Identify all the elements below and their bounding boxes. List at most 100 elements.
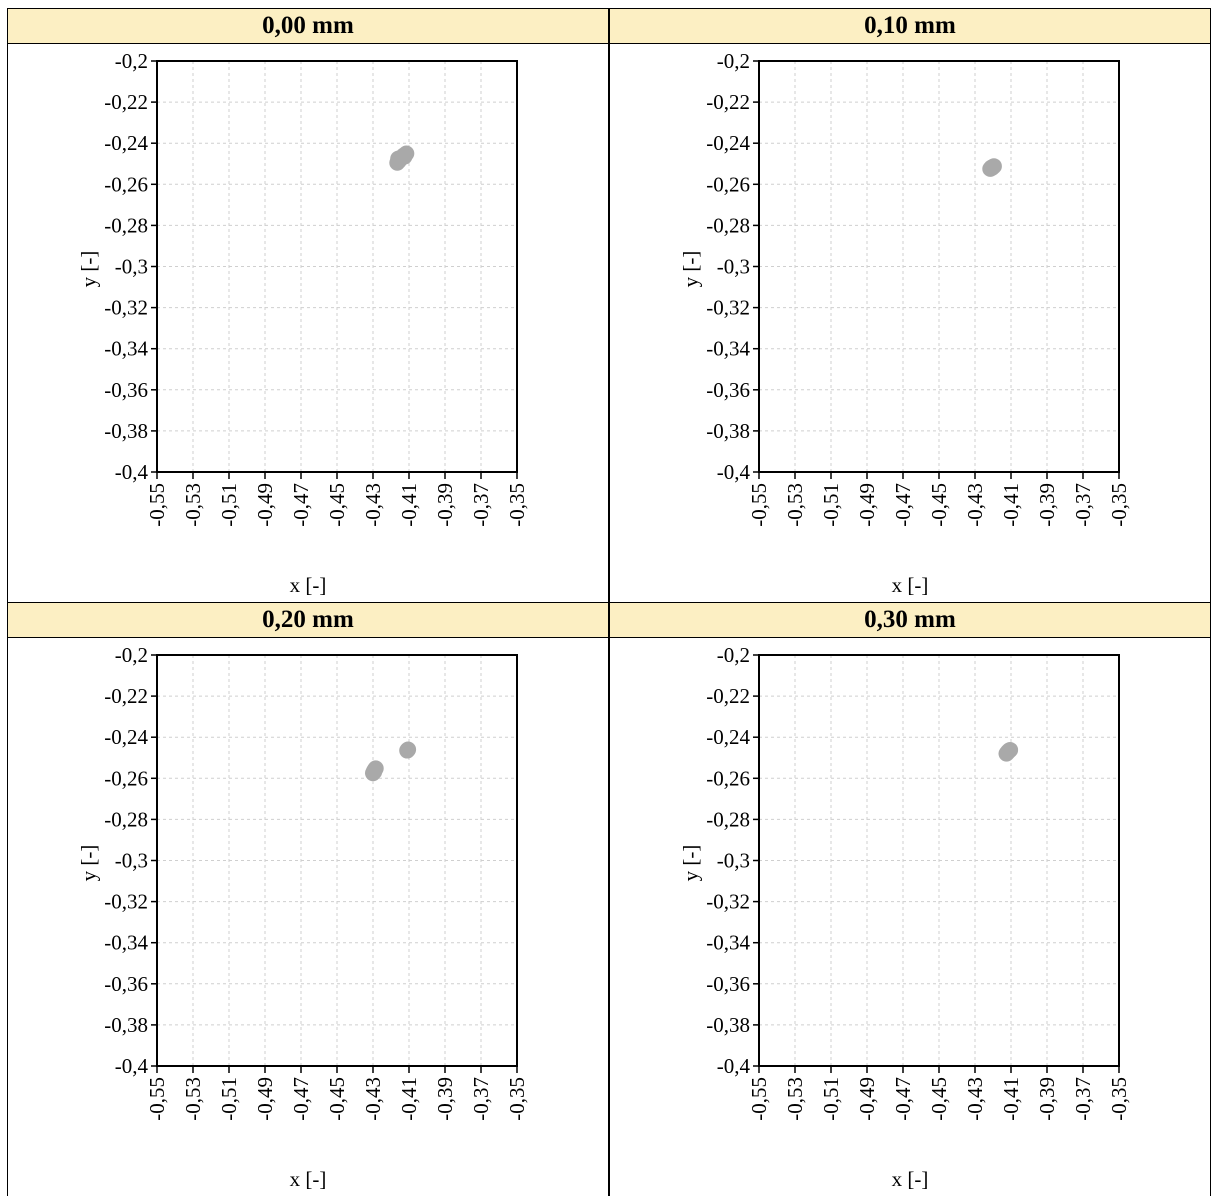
panel-body	[7, 44, 609, 602]
x-tick-label: -0,37	[1071, 483, 1095, 527]
y-tick-label: -0,24	[104, 725, 148, 749]
x-tick-label: -0,53	[181, 483, 205, 527]
x-tick-label: -0,55	[747, 483, 771, 527]
y-tick-label: -0,34	[706, 337, 750, 361]
x-tick-label: -0,41	[999, 1077, 1023, 1121]
y-axis-label: y [-]	[76, 250, 101, 288]
scatter-plot: -0,2 -0,22 -0,24 -0,26 -0,28 -0,3 -0,32 -0,34 -0…	[104, 49, 529, 527]
y-tick-label: -0,4	[115, 460, 149, 484]
y-tick-label: -0,2	[717, 643, 750, 667]
y-tick-label: -0,2	[115, 643, 148, 667]
y-tick-label: -0,36	[104, 972, 148, 996]
x-tick-label: -0,37	[469, 1077, 493, 1121]
x-tick-label: -0,53	[181, 1077, 205, 1121]
x-tick-label: -0,43	[361, 1077, 385, 1121]
y-tick-label: -0,24	[104, 131, 148, 155]
y-tick-label: -0,26	[706, 172, 750, 196]
y-tick-label: -0,22	[706, 684, 750, 708]
scatter-plot: -0,2 -0,22 -0,24 -0,26 -0,28 -0,3 -0,32 -0,34 -0…	[706, 49, 1131, 527]
x-tick-label: -0,47	[891, 1077, 915, 1121]
panel-body	[609, 638, 1211, 1196]
y-tick-label: -0,26	[104, 172, 148, 196]
y-tick-label: -0,36	[706, 378, 750, 402]
y-tick-label: -0,3	[717, 849, 750, 873]
x-tick-label: -0,41	[397, 483, 421, 527]
y-tick-label: -0,26	[706, 766, 750, 790]
x-tick-label: -0,51	[217, 1077, 241, 1121]
y-tick-label: -0,38	[104, 1013, 148, 1037]
y-tick-label: -0,34	[104, 337, 148, 361]
panel-1: 0,10 mm -0,2 -0,22 -0,24 -0,26 -0,28 -0,3 -0,3…	[609, 8, 1211, 602]
panel-title: 0,30 mm	[609, 602, 1211, 638]
y-tick-label: -0,28	[104, 807, 148, 831]
x-tick-label: -0,51	[819, 1077, 843, 1121]
x-axis-label: x [-]	[891, 1167, 929, 1191]
x-tick-label: -0,43	[361, 483, 385, 527]
panel-title: 0,20 mm	[7, 602, 609, 638]
y-tick-label: -0,22	[706, 90, 750, 114]
y-tick-label: -0,32	[104, 890, 148, 914]
x-tick-label: -0,51	[217, 483, 241, 527]
y-tick-label: -0,32	[104, 296, 148, 320]
x-tick-label: -0,49	[253, 1077, 277, 1121]
x-tick-label: -0,47	[289, 1077, 313, 1121]
y-tick-label: -0,34	[706, 931, 750, 955]
y-tick-label: -0,34	[104, 931, 148, 955]
x-tick-label: -0,51	[819, 483, 843, 527]
y-tick-label: -0,24	[706, 725, 750, 749]
panel-body	[609, 44, 1211, 602]
data-point	[999, 743, 1016, 760]
x-tick-label: -0,39	[1035, 1077, 1059, 1121]
y-tick-label: -0,28	[706, 807, 750, 831]
x-tick-label: -0,49	[253, 483, 277, 527]
x-axis-label: x [-]	[289, 573, 327, 597]
x-tick-label: -0,45	[927, 483, 951, 527]
x-tick-label: -0,53	[783, 483, 807, 527]
x-tick-label: -0,37	[1071, 1077, 1095, 1121]
y-axis-label: y [-]	[678, 250, 703, 288]
y-tick-label: -0,32	[706, 890, 750, 914]
data-point	[366, 763, 383, 780]
scatter-plot: -0,2 -0,22 -0,24 -0,26 -0,28 -0,3 -0,32 -0,34 -0…	[706, 643, 1131, 1121]
data-point	[983, 159, 1000, 176]
x-tick-label: -0,41	[397, 1077, 421, 1121]
panel-body	[7, 638, 609, 1196]
y-tick-label: -0,36	[706, 972, 750, 996]
x-tick-label: -0,37	[469, 483, 493, 527]
x-axis-label: x [-]	[891, 573, 929, 597]
x-tick-label: -0,47	[289, 483, 313, 527]
y-tick-label: -0,3	[717, 255, 750, 279]
x-tick-label: -0,49	[855, 483, 879, 527]
x-tick-label: -0,39	[433, 1077, 457, 1121]
y-tick-label: -0,4	[717, 460, 751, 484]
x-axis-label: x [-]	[289, 1167, 327, 1191]
x-tick-label: -0,35	[1107, 1077, 1131, 1121]
y-tick-label: -0,38	[104, 419, 148, 443]
panel-title: 0,10 mm	[609, 8, 1211, 44]
x-tick-label: -0,55	[145, 483, 169, 527]
panel-0: 0,00 mm -0,2 -0,22 -0,24 -0,26 -0,28 -0,3 -0,3…	[7, 8, 609, 602]
y-tick-label: -0,28	[706, 213, 750, 237]
x-tick-label: -0,47	[891, 483, 915, 527]
y-tick-label: -0,36	[104, 378, 148, 402]
y-tick-label: -0,22	[104, 90, 148, 114]
x-tick-label: -0,45	[325, 1077, 349, 1121]
chart-grid: 0,00 mm -0,2 -0,22 -0,24 -0,26 -0,28 -0,3 -0,3…	[7, 8, 1211, 1196]
scatter-plot: -0,2 -0,22 -0,24 -0,26 -0,28 -0,3 -0,32 -0,34 -0…	[104, 643, 529, 1121]
y-tick-label: -0,2	[717, 49, 750, 73]
x-tick-label: -0,41	[999, 483, 1023, 527]
x-tick-label: -0,43	[963, 483, 987, 527]
y-axis-label: y [-]	[76, 844, 101, 882]
y-axis-label: y [-]	[678, 844, 703, 882]
data-point	[399, 742, 416, 759]
y-tick-label: -0,22	[104, 684, 148, 708]
panel-title: 0,00 mm	[7, 8, 609, 44]
x-tick-label: -0,43	[963, 1077, 987, 1121]
x-tick-label: -0,35	[505, 483, 529, 527]
x-tick-label: -0,35	[1107, 483, 1131, 527]
y-tick-label: -0,38	[706, 419, 750, 443]
x-tick-label: -0,55	[145, 1077, 169, 1121]
x-tick-label: -0,39	[433, 483, 457, 527]
x-tick-label: -0,45	[325, 483, 349, 527]
y-tick-label: -0,32	[706, 296, 750, 320]
